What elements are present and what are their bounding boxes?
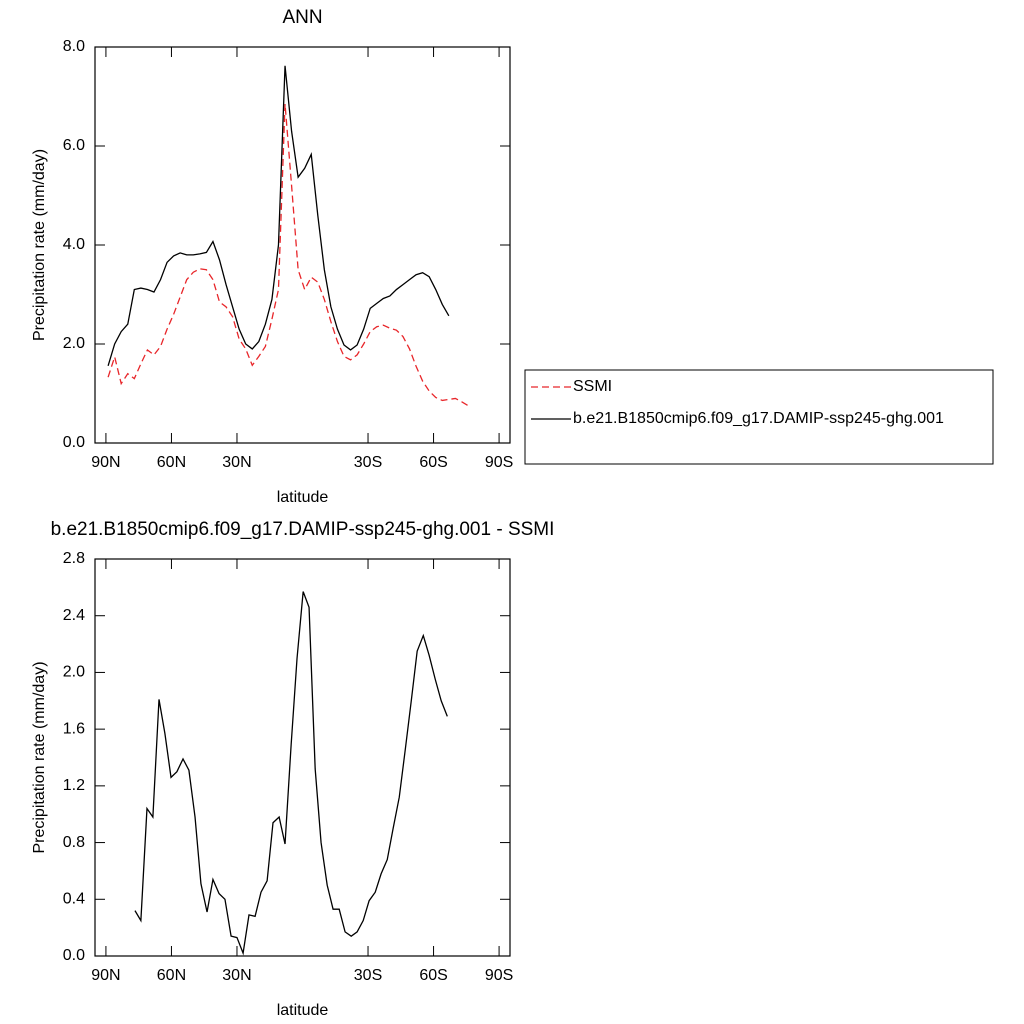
x-tick-label: 30S (354, 454, 382, 471)
y-tick-label: 0.0 (63, 947, 85, 964)
y-axis-label: Precipitation rate (mm/day) (31, 661, 48, 853)
data-line (134, 591, 448, 956)
y-axis-label: Precipitation rate (mm/day) (31, 149, 48, 341)
x-tick-label: 30N (222, 454, 251, 471)
x-tick-label: 90N (91, 454, 120, 471)
y-tick-label: 6.0 (63, 137, 85, 154)
y-tick-label: 2.0 (63, 664, 85, 681)
x-tick-label: 90S (485, 454, 513, 471)
y-tick-label: 2.0 (63, 335, 85, 352)
x-tick-label: 30S (354, 967, 382, 984)
data-line (107, 65, 450, 366)
data-line (107, 103, 469, 407)
x-tick-label: 60S (419, 967, 447, 984)
legend-label: SSMI (573, 378, 612, 395)
y-tick-label: 0.0 (63, 434, 85, 451)
y-tick-label: 2.4 (63, 607, 85, 624)
x-tick-label: 90S (485, 967, 513, 984)
x-tick-label: 30N (222, 967, 251, 984)
y-tick-label: 1.6 (63, 720, 85, 737)
y-tick-label: 0.8 (63, 834, 85, 851)
x-tick-label: 60N (157, 967, 186, 984)
y-tick-label: 4.0 (63, 236, 85, 253)
legend-label: b.e21.B1850cmip6.f09_g17.DAMIP-ssp245-gh… (573, 410, 944, 427)
x-tick-label: 90N (91, 967, 120, 984)
y-tick-label: 2.8 (63, 550, 85, 567)
x-axis-label: latitude (277, 489, 329, 506)
chart-title: b.e21.B1850cmip6.f09_g17.DAMIP-ssp245-gh… (51, 519, 555, 540)
legend-box (524, 369, 994, 465)
y-tick-label: 0.4 (63, 891, 85, 908)
plot-frame (94, 46, 511, 444)
x-tick-label: 60S (419, 454, 447, 471)
y-tick-label: 8.0 (63, 38, 85, 55)
y-tick-label: 1.2 (63, 777, 85, 794)
x-axis-label: latitude (277, 1002, 329, 1019)
x-tick-label: 60N (157, 454, 186, 471)
chart-title: ANN (282, 7, 322, 28)
plot-frame (94, 558, 511, 957)
